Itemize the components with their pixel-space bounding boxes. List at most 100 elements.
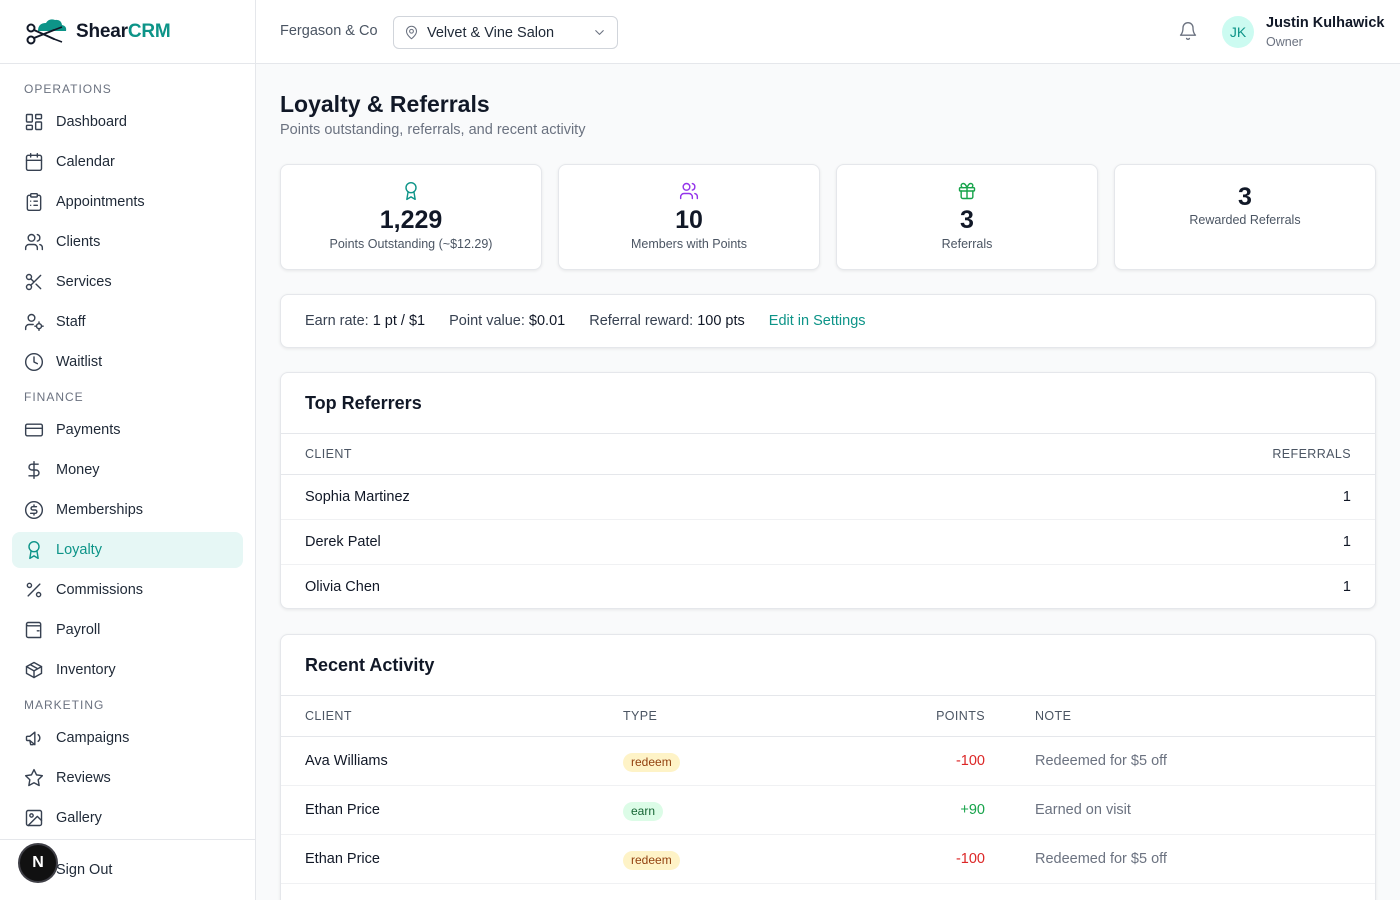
stat-value: 3: [1238, 183, 1252, 211]
activity-note: Earned on visit: [1035, 802, 1131, 818]
column-header-note: NOTE: [1035, 709, 1072, 723]
sidebar-item-staff[interactable]: Staff: [12, 304, 243, 340]
sidebar-item-payroll[interactable]: Payroll: [12, 612, 243, 648]
column-header-client: CLIENT: [305, 447, 352, 461]
column-header-referrals: REFERRALS: [1272, 447, 1351, 461]
avatar[interactable]: JK: [1222, 16, 1254, 48]
gift-icon: [957, 181, 977, 201]
sidebar: ShearCRM OPERATIONS Dashboard Calendar A…: [0, 0, 256, 900]
stat-card-points-outstanding: 1,229 Points Outstanding (~$12.29): [280, 164, 542, 270]
stat-card-members-with-points: 10 Members with Points: [558, 164, 820, 270]
stat-label: Referrals: [941, 237, 993, 251]
edit-in-settings-link[interactable]: Edit in Settings: [768, 313, 866, 329]
image-icon: [25, 809, 43, 827]
users-icon: [679, 181, 699, 201]
user-role: Owner: [1266, 35, 1303, 49]
table-row[interactable]: Ethan Price earn +90 Earned on visit: [281, 786, 1375, 835]
page-subtitle: Points outstanding, referrals, and recen…: [280, 122, 586, 138]
column-header-type: TYPE: [623, 709, 658, 723]
activity-type-badge: redeem: [623, 753, 680, 772]
sidebar-item-loyalty[interactable]: Loyalty: [12, 532, 243, 568]
table-row[interactable]: Ava Williams redeem -100 Redeemed for $5…: [281, 737, 1375, 786]
client-name: Olivia Chen: [305, 579, 380, 595]
sidebar-item-label: Waitlist: [56, 354, 103, 370]
top-header: Fergason & Co Velvet & Vine Salon JK Jus…: [256, 0, 1400, 64]
dollar-icon: [28, 460, 40, 480]
scissors-icon: [25, 273, 42, 291]
point-value: Point value: $0.01: [449, 313, 566, 329]
sidebar-item-waitlist[interactable]: Waitlist: [12, 344, 243, 380]
brand[interactable]: ShearCRM: [0, 0, 255, 64]
sidebar-item-reviews[interactable]: Reviews: [12, 760, 243, 796]
sidebar-item-label: Dashboard: [56, 114, 127, 130]
referral-reward: Referral reward: 100 pts: [589, 313, 745, 329]
map-pin-icon: [405, 25, 418, 40]
sidebar-item-dashboard[interactable]: Dashboard: [12, 104, 243, 140]
sidebar-item-label: Clients: [56, 234, 101, 250]
package-icon: [25, 661, 43, 679]
stat-card-rewarded-referrals: 3 Rewarded Referrals: [1114, 164, 1376, 270]
top-referrers-card: Top Referrers CLIENT REFERRALS Sophia Ma…: [280, 372, 1376, 609]
sidebar-item-label: Services: [56, 274, 112, 290]
table-row[interactable]: Olivia Chen 1: [281, 565, 1375, 609]
sidebar-item-inventory[interactable]: Inventory: [12, 652, 243, 688]
section-title: Recent Activity: [305, 655, 435, 675]
sidebar-item-label: Inventory: [56, 662, 116, 678]
page-title: Loyalty & Referrals: [280, 91, 490, 117]
brand-name: ShearCRM: [76, 20, 171, 42]
sidebar-item-label: Payments: [56, 422, 121, 438]
stat-value: 10: [675, 206, 703, 234]
sidebar-item-label: Memberships: [56, 502, 144, 518]
table-row[interactable]: Sophia Martinez 1: [281, 475, 1375, 520]
table-row[interactable]: Derek Patel 1: [281, 520, 1375, 565]
sidebar-item-clients[interactable]: Clients: [12, 224, 243, 260]
dev-tools-badge[interactable]: N: [18, 843, 58, 883]
location-select-value: Velvet & Vine Salon: [427, 24, 555, 41]
sidebar-item-label: Payroll: [56, 622, 101, 638]
sidebar-item-label: Appointments: [56, 194, 145, 210]
earn-rate: Earn rate: 1 pt / $1: [305, 313, 426, 329]
sidebar-item-label: Gallery: [56, 810, 102, 826]
stat-card-referrals: 3 Referrals: [836, 164, 1098, 270]
sidebar-item-label: Loyalty: [56, 542, 102, 558]
sidebar-item-services[interactable]: Services: [12, 264, 243, 300]
points-value: -100: [955, 753, 985, 769]
client-name: Ethan Price: [305, 802, 380, 818]
section-title: Top Referrers: [305, 393, 422, 413]
stat-value: 3: [960, 206, 974, 234]
sidebar-item-calendar[interactable]: Calendar: [12, 144, 243, 180]
sidebar-item-label: Calendar: [56, 154, 115, 170]
sidebar-item-label: Money: [56, 462, 100, 478]
chevron-down-icon: [595, 30, 604, 35]
table-row[interactable]: Ethan Price redeem -100 Redeemed for $5 …: [281, 835, 1375, 884]
sidebar-nav: OPERATIONS Dashboard Calendar Appointmen…: [0, 64, 255, 836]
sidebar-item-appointments[interactable]: Appointments: [12, 184, 243, 220]
sidebar-item-payments[interactable]: Payments: [12, 412, 243, 448]
nav-section-finance: FINANCE: [24, 390, 84, 404]
stat-label: Members with Points: [630, 237, 747, 251]
client-name: Ethan Price: [305, 851, 380, 867]
sidebar-item-money[interactable]: Money: [12, 452, 243, 488]
organization-name: Fergason & Co: [280, 23, 378, 39]
sidebar-item-gallery[interactable]: Gallery: [12, 800, 243, 836]
column-header-client: CLIENT: [305, 709, 352, 723]
activity-type-badge: earn: [623, 802, 664, 821]
referral-count: 1: [1342, 489, 1351, 505]
star-icon: [24, 768, 44, 787]
users-icon: [24, 233, 44, 251]
nav-section-marketing: MARKETING: [24, 698, 105, 712]
location-select[interactable]: Velvet & Vine Salon: [393, 16, 618, 49]
table-header: CLIENT TYPE POINTS NOTE: [281, 695, 1375, 737]
wallet-icon: [25, 621, 42, 639]
clock-icon: [24, 352, 44, 372]
notifications-button[interactable]: [1178, 21, 1198, 41]
sidebar-item-campaigns[interactable]: Campaigns: [12, 720, 243, 756]
nav-section-operations: OPERATIONS: [24, 82, 112, 96]
award-icon: [28, 540, 40, 560]
sidebar-item-label: Commissions: [56, 582, 144, 598]
client-name: Derek Patel: [305, 534, 381, 550]
sidebar-item-commissions[interactable]: Commissions: [12, 572, 243, 608]
dashboard-icon: [25, 113, 43, 131]
sign-out-label: Sign Out: [56, 862, 113, 878]
sidebar-item-memberships[interactable]: Memberships: [12, 492, 243, 528]
